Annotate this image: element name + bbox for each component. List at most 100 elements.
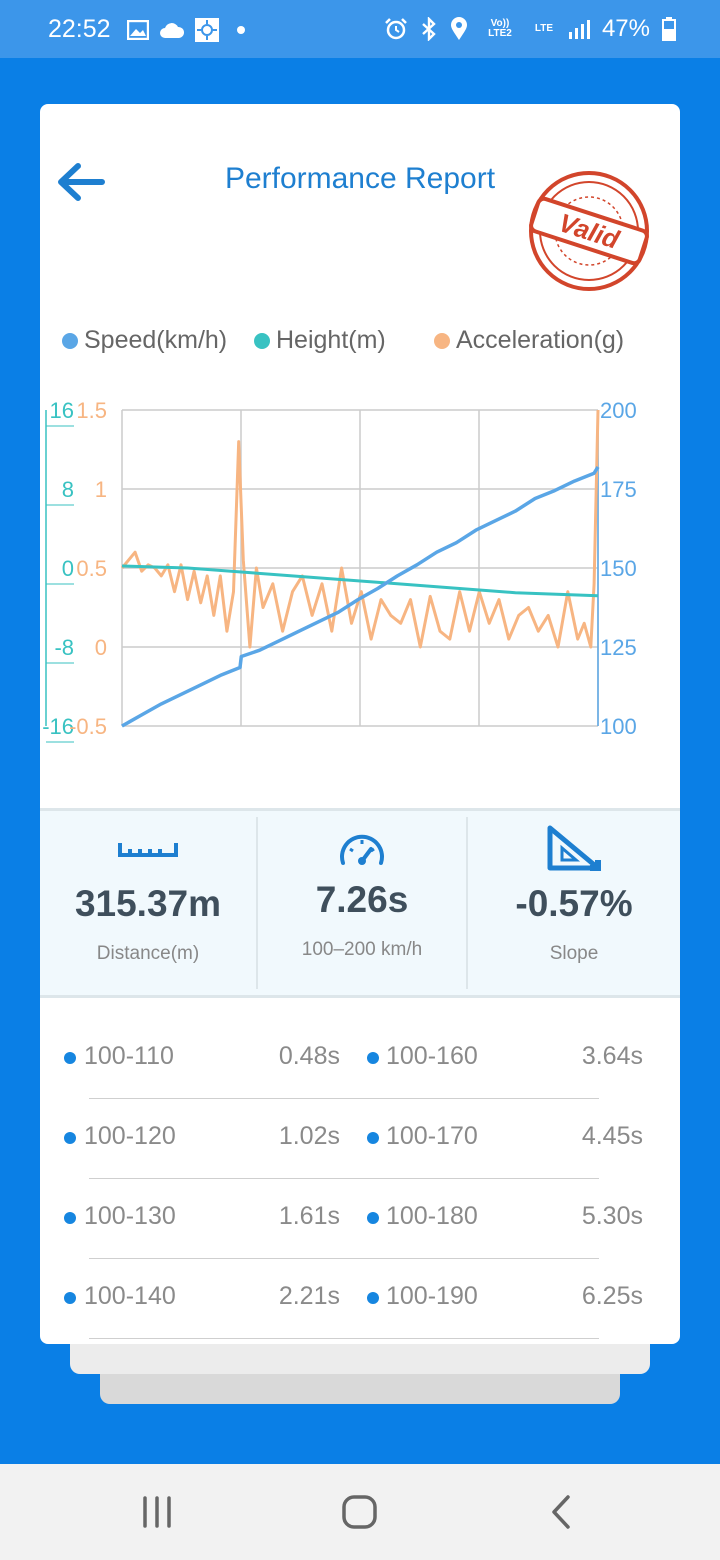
acceleration-tick-label: 0 — [95, 635, 107, 660]
height-tick-label: 16 — [50, 398, 74, 423]
bluetooth-icon — [422, 17, 436, 41]
weather-icon — [195, 18, 219, 42]
acceleration-tick-label: 1.5 — [76, 398, 107, 423]
status-bar: 22:52 Vo)) LTE2 LTE 47% — [0, 0, 720, 58]
height-line — [121, 564, 599, 598]
slope-icon — [547, 825, 601, 871]
ruler-icon — [118, 843, 178, 857]
split-dot — [367, 1132, 379, 1144]
speed-line — [121, 465, 600, 728]
cloud-icon — [160, 23, 185, 38]
split-right-label: 100-160 — [386, 1042, 478, 1070]
chart-legend: Speed(km/h) Height(m) Acceleration(g) — [62, 326, 662, 358]
split-right-label: 100-190 — [386, 1282, 478, 1310]
stat-divider — [256, 817, 258, 989]
split-left-time: 0.48s — [278, 1042, 340, 1070]
split-divider — [89, 1258, 599, 1259]
split-dot — [64, 1292, 76, 1304]
legend-acceleration: Acceleration(g) — [434, 326, 624, 355]
legend-acceleration-dot — [434, 332, 450, 349]
split-right-time: 6.25s — [581, 1282, 643, 1310]
split-row: 100-110 0.48s 100-160 3.64s — [40, 1022, 680, 1102]
status-right: Vo)) LTE2 LTE 47% — [384, 14, 676, 44]
split-dot — [367, 1052, 379, 1064]
split-right-label: 100-180 — [386, 1202, 478, 1230]
split-left-time: 2.21s — [278, 1282, 340, 1310]
legend-height: Height(m) — [254, 326, 386, 355]
split-left-label: 100-120 — [84, 1122, 176, 1150]
speed-tick-label: 125 — [600, 635, 637, 660]
split-right-label: 100-170 — [386, 1122, 478, 1150]
stat-time: 7.26s 100–200 km/h — [258, 811, 466, 995]
split-right-time: 5.30s — [581, 1202, 643, 1230]
split-divider — [89, 1178, 599, 1179]
slope-value: -0.57% — [515, 883, 633, 924]
split-divider — [89, 1098, 599, 1099]
split-left-label: 100-110 — [84, 1042, 174, 1070]
stat-divider — [466, 817, 468, 989]
acceleration-tick-label: 1 — [95, 477, 107, 502]
split-dot — [64, 1052, 76, 1064]
height-tick-label: 8 — [62, 477, 74, 502]
battery-text: 47% — [601, 15, 650, 42]
arrow-left-icon — [58, 163, 105, 201]
slope-label: Slope — [549, 943, 599, 964]
split-dot — [367, 1292, 379, 1304]
split-dot — [64, 1132, 76, 1144]
stat-distance: 315.37m Distance(m) — [40, 811, 256, 995]
dot-icon — [237, 26, 245, 34]
acceleration-tick-label: -0.5 — [69, 714, 107, 739]
acceleration-line — [120, 409, 600, 649]
split-left-time: 1.02s — [278, 1122, 340, 1150]
time-value: 7.26s — [315, 879, 409, 920]
split-row: 100-130 1.61s 100-180 5.30s — [40, 1182, 680, 1262]
stat-slope: -0.57% Slope — [468, 811, 680, 995]
split-row: 100-120 1.02s 100-170 4.45s — [40, 1102, 680, 1182]
page-title: Performance Report — [224, 162, 496, 195]
legend-speed-label: Speed(km/h) — [84, 326, 228, 354]
split-row: 100-140 2.21s 100-190 6.25s — [40, 1262, 680, 1342]
split-divider — [89, 1338, 599, 1339]
valid-stamp: Valid — [529, 171, 649, 291]
stats-panel: 315.37m Distance(m) 7.26s 100–200 km/h -… — [40, 808, 680, 998]
alarm-icon — [385, 18, 407, 40]
height-tick-label: -16 — [42, 714, 74, 739]
split-dot — [367, 1212, 379, 1224]
status-time: 22:52 — [48, 15, 111, 43]
distance-value: 315.37m — [74, 883, 222, 924]
legend-speed: Speed(km/h) — [62, 326, 227, 355]
speedometer-icon — [340, 834, 384, 865]
battery-icon — [662, 17, 676, 41]
speed-tick-label: 200 — [600, 398, 637, 423]
speed-tick-label: 175 — [600, 477, 637, 502]
volte-indicator: Vo)) LTE2 — [488, 18, 512, 39]
split-right-time: 3.64s — [581, 1042, 643, 1070]
signal-icon — [568, 20, 590, 39]
speed-tick-label: 100 — [600, 714, 637, 739]
recents-icon[interactable] — [140, 1492, 174, 1532]
legend-speed-dot — [62, 332, 78, 349]
split-dot — [64, 1212, 76, 1224]
image-icon — [127, 20, 149, 40]
legend-height-dot — [254, 332, 270, 349]
legend-acceleration-label: Acceleration(g) — [456, 326, 625, 354]
distance-label: Distance(m) — [96, 943, 200, 964]
navigation-bar — [0, 1464, 720, 1560]
split-left-label: 100-130 — [84, 1202, 176, 1230]
split-left-time: 1.61s — [278, 1202, 340, 1230]
time-label: 100–200 km/h — [301, 939, 423, 960]
report-card: Performance Report Valid Speed(km/h) Hei… — [40, 104, 680, 1344]
speed-tick-label: 150 — [600, 556, 637, 581]
back-button[interactable] — [54, 160, 108, 204]
network-indicator: LTE — [534, 23, 554, 34]
height-tick-label: -8 — [54, 635, 74, 660]
split-left-label: 100-140 — [84, 1282, 176, 1310]
home-icon[interactable] — [340, 1492, 380, 1532]
height-tick-label: 0 — [62, 556, 74, 581]
back-icon[interactable] — [546, 1492, 576, 1532]
split-right-time: 4.45s — [581, 1122, 643, 1150]
acceleration-tick-label: 0.5 — [76, 556, 107, 581]
legend-height-label: Height(m) — [276, 326, 386, 354]
location-icon — [450, 17, 467, 40]
